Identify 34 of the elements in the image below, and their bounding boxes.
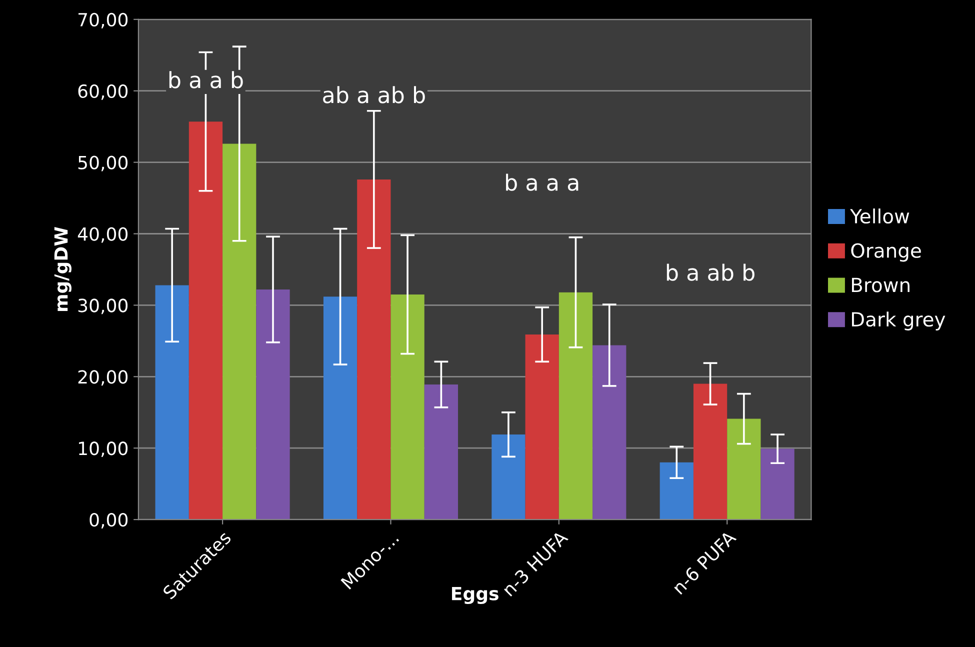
bar [558,292,593,520]
legend-label: Yellow [850,208,910,224]
y-axis-title: mg/gDW [54,226,72,312]
bar [693,384,728,520]
y-tick-label: 10,00 [79,442,128,458]
x-axis-title: Eggs [452,586,498,604]
y-tick-label: 20,00 [78,370,128,386]
bar [424,384,458,520]
y-tick-label: 50,00 [78,156,128,172]
annotation: b a a b [169,71,243,88]
bar [323,296,358,520]
bar [222,144,256,520]
legend-label: Dark grey [852,312,946,330]
annotation: b a a a [506,174,578,191]
y-tick-label: 0,00 [90,513,128,528]
y-tick-label: 70,00 [78,12,128,28]
bar [155,285,189,520]
legend-label: Orange [851,243,921,262]
bar [357,179,391,520]
bar [492,434,526,520]
bar [525,334,559,520]
y-tick-label: 60,00 [78,84,128,100]
legend-label: Brown [852,278,910,292]
y-tick-label: 40,00 [78,227,128,243]
bar [256,289,290,520]
bar [760,448,794,520]
annotation: b a ab b [666,264,754,281]
annotation: ab a ab b [323,86,425,104]
bar [592,345,626,520]
y-tick-label: 30,00 [78,298,128,314]
bar [390,294,424,520]
bar [660,462,694,520]
bar [188,122,223,520]
bar [727,418,761,520]
